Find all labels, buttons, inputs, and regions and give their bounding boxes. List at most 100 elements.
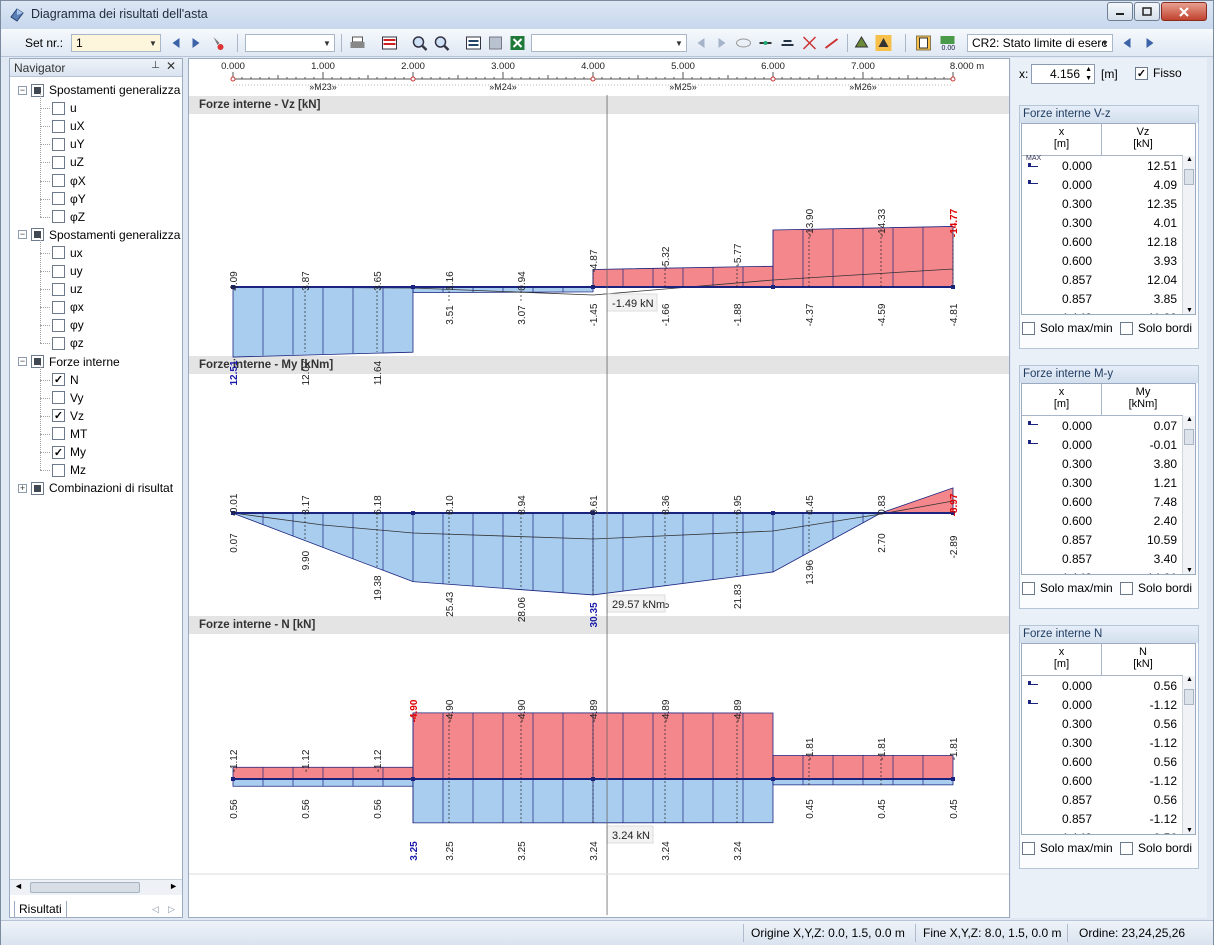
load-case-combo[interactable]: CR2: Stato limite di eserc ▼ xyxy=(967,34,1113,52)
table-row[interactable]: 0.600 0.56 xyxy=(1022,753,1183,772)
tab-prev-icon[interactable]: ◁ xyxy=(152,904,159,914)
chevron-down-icon[interactable]: ▼ xyxy=(675,38,683,48)
table-row[interactable]: 0.000 -1.12 xyxy=(1022,696,1183,715)
close-button[interactable] xyxy=(1161,2,1207,21)
pin-icon[interactable]: ⊥ xyxy=(151,60,160,71)
fisso-checkbox[interactable]: ✓ Fisso xyxy=(1135,66,1182,80)
table-row[interactable]: 0.600 7.48 xyxy=(1022,493,1183,512)
cross-section-icon[interactable] xyxy=(801,35,818,51)
diagrams-canvas[interactable]: 4.09 12.51 3.87 12.07 3.65 11.64 1.16 3.51 0.94 3… xyxy=(189,95,1009,915)
tree-checkbox[interactable] xyxy=(31,228,44,242)
table-row[interactable]: 0.600 12.18 xyxy=(1022,233,1183,252)
tree-checkbox[interactable] xyxy=(52,246,65,260)
solo-maxmin-box[interactable] xyxy=(1022,581,1035,595)
tree-node[interactable]: uZ xyxy=(52,153,84,171)
arrow-right-disabled-icon[interactable] xyxy=(713,35,730,51)
table-row[interactable]: 0.300 0.56 xyxy=(1022,715,1183,734)
solo-maxmin-checkbox[interactable]: Solo max/min xyxy=(1022,841,1113,855)
member-icon[interactable] xyxy=(757,35,774,51)
table-vscrollbar[interactable]: ▲ ▼ xyxy=(1182,156,1195,314)
solo-bordi-box[interactable] xyxy=(1120,321,1133,335)
save-icon[interactable] xyxy=(487,35,504,51)
arrow-left-disabled-icon[interactable] xyxy=(693,35,710,51)
solo-bordi-checkbox[interactable]: Solo bordi xyxy=(1120,321,1192,335)
result-display-icon[interactable] xyxy=(875,35,892,51)
zoom-out-icon[interactable] xyxy=(433,35,450,51)
table-row[interactable]: 0.857 3.40 xyxy=(1022,550,1183,569)
structure-icon[interactable] xyxy=(853,35,870,51)
scroll-up-icon[interactable]: ▲ xyxy=(1186,676,1193,683)
minimize-button[interactable] xyxy=(1107,2,1133,21)
table-row[interactable]: 0.300 1.21 xyxy=(1022,474,1183,493)
tree-node[interactable]: Vy xyxy=(52,389,84,407)
solo-bordi-box[interactable] xyxy=(1120,841,1133,855)
tree-checkbox[interactable]: ✓ xyxy=(52,373,65,387)
tree-checkbox[interactable] xyxy=(52,427,65,441)
arrow-left-icon[interactable] xyxy=(168,35,185,51)
close-icon[interactable]: ✕ xyxy=(165,59,176,73)
tree-checkbox[interactable] xyxy=(52,119,65,133)
tree-node[interactable]: ✓ My xyxy=(52,443,86,461)
tree-node[interactable]: φz xyxy=(52,334,84,352)
tree-node[interactable]: ux xyxy=(52,244,83,262)
tree-node[interactable]: + Combinazioni di risultat xyxy=(18,479,173,497)
table-vscrollbar[interactable]: ▲ ▼ xyxy=(1182,676,1195,834)
scroll-thumb[interactable] xyxy=(30,882,140,893)
solo-bordi-checkbox[interactable]: Solo bordi xyxy=(1120,841,1192,855)
tree-node[interactable]: φX xyxy=(52,172,86,190)
table-row[interactable]: 0.857 3.85 xyxy=(1022,290,1183,309)
table-vscrollbar[interactable]: ▲ ▼ xyxy=(1182,416,1195,574)
tree-checkbox[interactable] xyxy=(52,137,65,151)
table-row[interactable]: 0.600 2.40 xyxy=(1022,512,1183,531)
table-row[interactable]: 0.000 4.09 xyxy=(1022,176,1183,195)
tree-checkbox[interactable]: ✓ xyxy=(52,409,65,423)
tree-checkbox[interactable] xyxy=(52,155,65,169)
tree-checkbox[interactable] xyxy=(52,174,65,187)
excel-export-icon[interactable] xyxy=(509,35,526,51)
tree-node[interactable]: Mz xyxy=(52,461,86,479)
solo-maxmin-box[interactable] xyxy=(1022,841,1035,855)
scroll-down-icon[interactable]: ▼ xyxy=(1186,827,1193,834)
tree-node[interactable]: φZ xyxy=(52,208,85,226)
pin-tool-icon[interactable] xyxy=(209,35,226,51)
tab-risultati[interactable]: Risultati xyxy=(14,901,67,918)
table-row[interactable]: 1.143 14.01 xyxy=(1022,569,1183,574)
chevron-down-icon[interactable]: ▼ xyxy=(323,38,331,48)
collapse-icon[interactable]: − xyxy=(18,84,27,95)
tree-node[interactable]: − Spostamenti generalizza xyxy=(18,81,180,99)
solo-maxmin-checkbox[interactable]: Solo max/min xyxy=(1022,321,1113,335)
refresh-icon[interactable] xyxy=(465,35,482,51)
collapse-icon[interactable]: − xyxy=(18,229,27,240)
table-row[interactable]: 0.857 10.59 xyxy=(1022,531,1183,550)
table-row[interactable]: 0.600 -1.12 xyxy=(1022,772,1183,791)
fisso-checkbox-box[interactable]: ✓ xyxy=(1135,66,1148,80)
spinner-icon[interactable]: ▲ ▼ xyxy=(1085,66,1092,82)
collapse-icon[interactable]: − xyxy=(18,356,27,366)
table-row[interactable]: 0.000 0.56 xyxy=(1022,677,1183,696)
maximize-button[interactable] xyxy=(1134,2,1160,21)
table-row[interactable]: 0.857 12.04 xyxy=(1022,271,1183,290)
tree-node[interactable]: uX xyxy=(52,117,85,135)
navigator-hscrollbar[interactable]: ◄ ► xyxy=(10,879,182,895)
eye-icon[interactable] xyxy=(735,35,752,51)
tree-checkbox[interactable] xyxy=(31,481,44,495)
view-combo[interactable]: ▼ xyxy=(245,34,335,52)
tree-node[interactable]: φy xyxy=(52,316,84,334)
table-row[interactable]: 0.600 3.93 xyxy=(1022,252,1183,271)
table-row[interactable]: 1.143 0.56 xyxy=(1022,829,1183,834)
solo-bordi-checkbox[interactable]: Solo bordi xyxy=(1120,581,1192,595)
tree-node[interactable]: − Spostamenti generalizza xyxy=(18,226,180,244)
tree-checkbox[interactable] xyxy=(31,83,44,97)
scroll-down-icon[interactable]: ▼ xyxy=(1186,567,1193,574)
values-icon[interactable]: 0.00 xyxy=(939,35,956,51)
expand-icon[interactable]: + xyxy=(18,482,27,493)
table-row[interactable]: 0.857 0.56 xyxy=(1022,791,1183,810)
tab-next-icon[interactable]: ▷ xyxy=(168,904,175,914)
arrow-right-icon[interactable] xyxy=(1141,35,1158,51)
chevron-down-icon[interactable]: ▼ xyxy=(1101,38,1109,48)
tree-node[interactable]: φY xyxy=(52,190,86,208)
zoom-in-icon[interactable] xyxy=(411,35,428,51)
table-row[interactable]: 0.300 -1.12 xyxy=(1022,734,1183,753)
tree-node[interactable]: ✓ N xyxy=(52,371,79,389)
solo-bordi-box[interactable] xyxy=(1120,581,1133,595)
